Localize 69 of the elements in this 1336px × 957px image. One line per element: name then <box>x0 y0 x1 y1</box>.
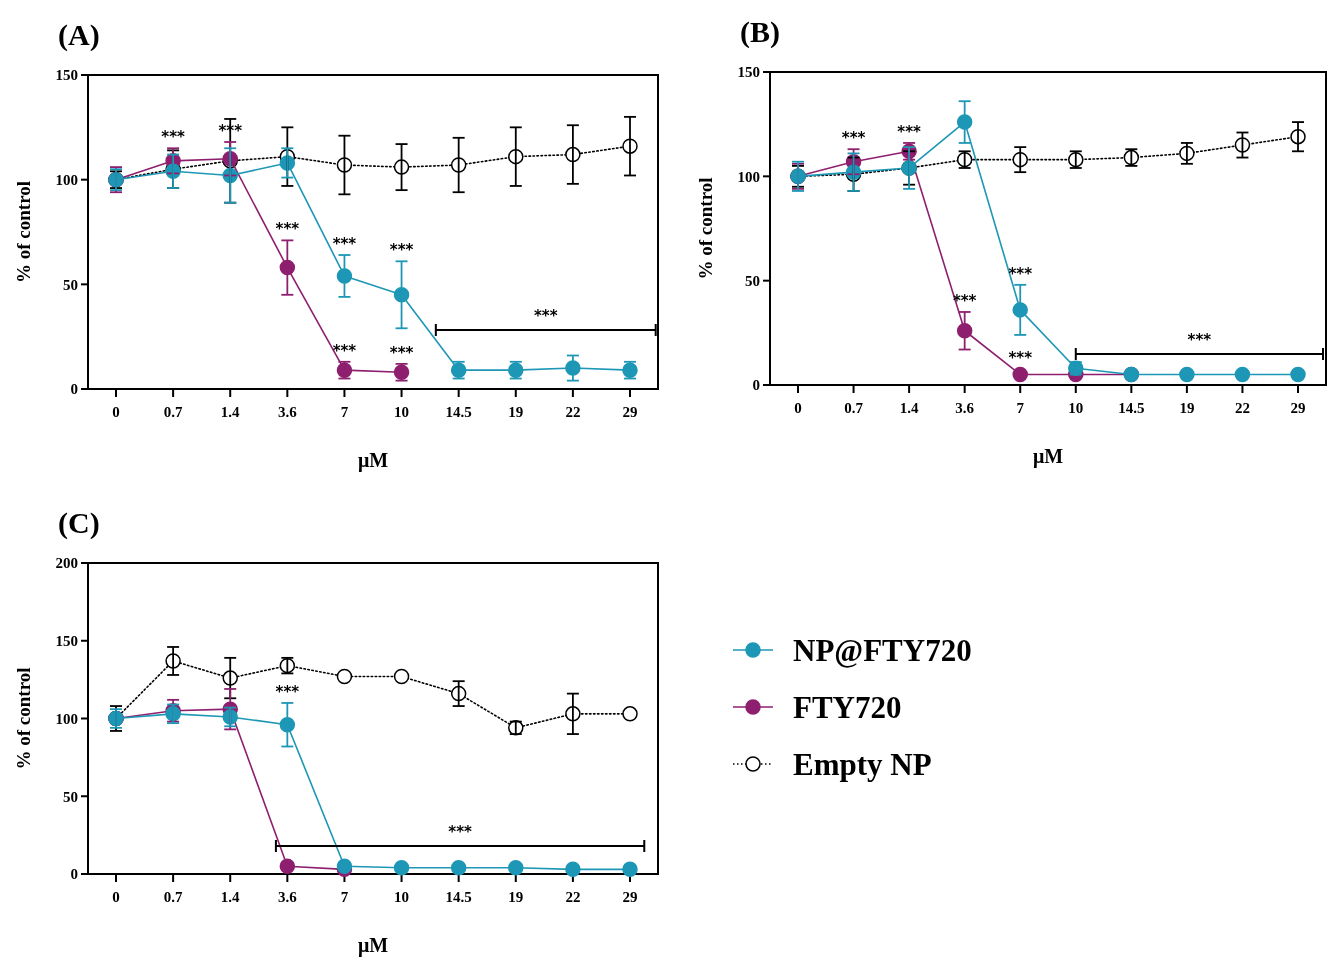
x-axis-title: μM <box>357 934 389 957</box>
legend-label: NP@FTY720 <box>793 632 972 668</box>
annotation: *** <box>389 241 414 260</box>
annotation: *** <box>332 235 357 254</box>
y-tick-label: 0 <box>70 866 78 883</box>
annotation: *** <box>161 128 186 147</box>
y-axis-title: % of control <box>13 180 34 284</box>
x-tick-label: 19 <box>1179 400 1195 416</box>
y-tick-label: 100 <box>737 168 760 185</box>
x-tick-label: 0.7 <box>163 889 183 905</box>
x-tick-label: 14.5 <box>1118 400 1145 416</box>
x-tick-label: 0.7 <box>844 400 864 416</box>
annotation: *** <box>533 307 558 325</box>
y-tick-label: 150 <box>55 67 78 84</box>
x-tick-label: 0.7 <box>163 404 183 420</box>
x-tick-label: 0 <box>794 400 802 416</box>
x-tick-label: 29 <box>622 889 638 905</box>
legend-label: FTY720 <box>793 689 902 725</box>
annotation: *** <box>1187 331 1212 349</box>
x-tick-label: 0 <box>112 889 120 905</box>
x-tick-label: 3.6 <box>277 404 298 420</box>
chart-title: (A) <box>58 18 100 52</box>
x-tick-label: 19 <box>508 889 524 905</box>
y-axis-title: % of control <box>13 667 34 770</box>
annotation: *** <box>448 823 473 841</box>
y-tick-label: 150 <box>55 633 78 649</box>
x-tick-label: 0 <box>112 404 120 420</box>
x-tick-label: 14.5 <box>445 404 472 420</box>
x-tick-label: 29 <box>622 404 638 420</box>
x-tick-label: 22 <box>1234 400 1250 416</box>
x-tick-label: 7 <box>340 889 349 905</box>
x-tick-label: 10 <box>1068 400 1084 416</box>
annotation: *** <box>332 341 357 360</box>
x-tick-label: 19 <box>508 404 524 420</box>
y-axis-title: % of control <box>695 177 716 280</box>
legend-label: Empty NP <box>793 746 932 782</box>
y-tick-label: 100 <box>55 710 78 727</box>
x-tick-label: 10 <box>394 889 410 905</box>
y-tick-label: 50 <box>63 788 78 805</box>
annotation: *** <box>275 220 300 239</box>
x-tick-label: 29 <box>1290 400 1306 416</box>
y-tick-label: 150 <box>737 64 760 81</box>
x-tick-label: 22 <box>565 889 581 905</box>
annotation: *** <box>841 129 866 148</box>
x-axis-title: μM <box>357 449 389 472</box>
annotation: *** <box>1008 264 1033 283</box>
x-tick-label: 14.5 <box>445 889 472 905</box>
y-tick-label: 0 <box>70 381 78 398</box>
y-tick-label: 100 <box>55 171 78 188</box>
chart-title: (C) <box>58 506 100 540</box>
x-tick-label: 3.6 <box>955 400 975 416</box>
x-tick-label: 22 <box>565 404 581 420</box>
x-tick-label: 3.6 <box>277 889 298 905</box>
x-axis-title: μM <box>1032 445 1064 468</box>
x-tick-label: 10 <box>394 404 410 420</box>
y-tick-label: 50 <box>63 276 78 293</box>
chart-title: (B) <box>740 15 780 49</box>
x-tick-label: 1.4 <box>899 400 919 416</box>
x-tick-label: 1.4 <box>220 889 241 905</box>
y-tick-label: 200 <box>55 555 78 572</box>
annotation: *** <box>1008 348 1033 367</box>
x-tick-label: 1.4 <box>220 404 241 420</box>
x-tick-label: 7 <box>1016 400 1025 416</box>
annotation: *** <box>389 343 414 362</box>
y-tick-label: 0 <box>752 377 760 394</box>
y-tick-label: 50 <box>745 272 760 289</box>
x-tick-label: 7 <box>340 404 349 420</box>
annotation: *** <box>275 682 300 701</box>
annotation: *** <box>897 122 922 141</box>
